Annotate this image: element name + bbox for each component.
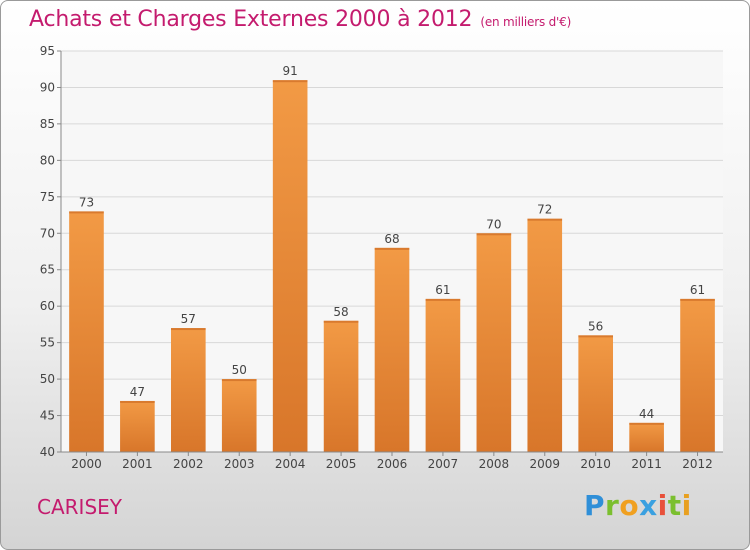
bar [425, 298, 461, 452]
y-tick-label: 80 [40, 153, 55, 167]
bar [527, 218, 563, 452]
data-label: 70 [486, 217, 501, 231]
x-tick-label: 2007 [428, 457, 459, 471]
bar [323, 320, 359, 452]
bar-top-edge [374, 247, 410, 250]
data-label: 57 [181, 312, 196, 326]
bar [374, 247, 410, 452]
y-tick-label: 60 [40, 299, 55, 313]
bar [629, 422, 664, 452]
x-tick-label: 2001 [122, 457, 153, 471]
logo-letter: i [657, 489, 668, 522]
data-label: 91 [283, 64, 298, 78]
logo-letter: t [667, 489, 682, 522]
bar [578, 335, 614, 452]
y-tick-label: 85 [40, 117, 55, 131]
chart-title-text: Achats et Charges Externes 2000 à 2012 [29, 7, 473, 32]
y-tick-label: 95 [40, 44, 55, 58]
y-tick-label: 45 [40, 409, 55, 423]
y-tick-label: 65 [40, 263, 55, 277]
bar-top-edge [680, 298, 715, 301]
bar-top-edge [221, 379, 257, 382]
x-tick-label: 2000 [71, 457, 102, 471]
x-tick-label: 2012 [682, 457, 713, 471]
x-tick-label: 2011 [631, 457, 662, 471]
bar-top-edge [629, 422, 664, 425]
chart-title: Achats et Charges Externes 2000 à 2012 (e… [29, 7, 571, 32]
bar [680, 298, 715, 452]
y-tick-label: 75 [40, 190, 55, 204]
data-label: 61 [690, 283, 705, 297]
y-tick-label: 50 [40, 372, 55, 386]
logo-letter: r [605, 489, 620, 522]
chart-subtitle: (en milliers d'€) [480, 15, 572, 29]
data-label: 44 [639, 407, 654, 421]
data-label: 68 [384, 232, 399, 246]
x-tick-label: 2006 [377, 457, 408, 471]
x-tick-label: 2003 [224, 457, 255, 471]
y-tick-label: 90 [40, 80, 55, 94]
bar-top-edge [323, 320, 359, 323]
x-tick-label: 2005 [326, 457, 357, 471]
x-tick-label: 2002 [173, 457, 204, 471]
data-label: 72 [537, 203, 552, 217]
x-tick-label: 2008 [479, 457, 510, 471]
place-name: CARISEY [37, 495, 122, 519]
bar-top-edge [272, 80, 308, 83]
bar [272, 80, 308, 452]
y-tick-label: 40 [40, 445, 55, 459]
data-label: 58 [333, 305, 348, 319]
data-label: 56 [588, 319, 603, 333]
logo-letter: x [639, 489, 658, 522]
bars-layer: 73 47 57 50 91 58 68 61 70 72 56 44 61 [69, 64, 715, 452]
logo-letter: i [681, 489, 692, 522]
data-label: 50 [232, 363, 247, 377]
data-label: 73 [79, 195, 94, 209]
bar-top-edge [69, 211, 104, 214]
bar [476, 233, 512, 452]
x-tick-label: 2004 [275, 457, 306, 471]
bar-top-edge [476, 233, 512, 236]
x-tick-label: 2010 [580, 457, 611, 471]
logo-letter: o [619, 489, 640, 522]
x-tick-label: 2009 [529, 457, 560, 471]
y-tick-label: 70 [40, 226, 55, 240]
bar-top-edge [527, 218, 563, 221]
y-tick-label: 55 [40, 336, 55, 350]
proxiti-logo: Proxiti [584, 489, 692, 522]
bar [69, 211, 104, 452]
bar [120, 400, 155, 452]
axis-layer: 40 45 50 55 60 65 70 75 80 85 90 95 2000 2001 2002 2003… [40, 44, 723, 471]
logo-letter: P [584, 489, 606, 522]
bar-top-edge [120, 400, 155, 403]
bar-top-edge [578, 335, 614, 338]
bar [221, 379, 257, 452]
data-label: 61 [435, 283, 450, 297]
data-label: 47 [130, 385, 145, 399]
bar-top-edge [425, 298, 461, 301]
bar [170, 328, 206, 452]
bar-top-edge [170, 328, 206, 331]
